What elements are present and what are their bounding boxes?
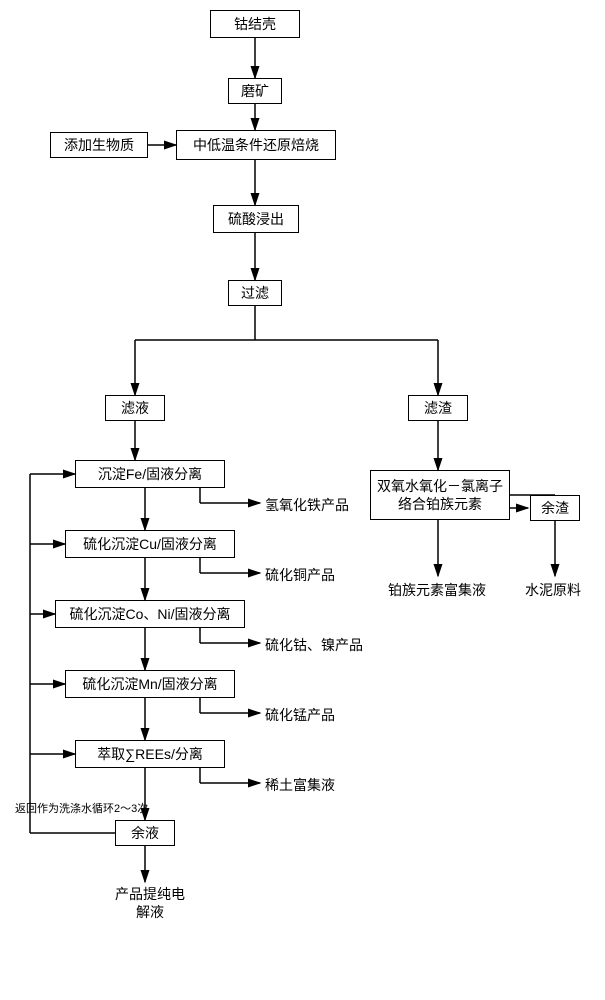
recycle-note: 返回作为洗涤水循环2～3次 <box>15 800 148 816</box>
node-precip-cu: 硫化沉淀Cu/固液分离 <box>65 530 235 558</box>
out-pt-enriched: 铂族元素富集液 <box>388 580 486 600</box>
node-h2o2-oxidation: 双氧水氧化－氯离子络合铂族元素 <box>370 470 510 520</box>
out-mn-sulfide: 硫化锰产品 <box>265 705 335 725</box>
label: 滤液 <box>121 399 149 417</box>
label: 滤渣 <box>424 399 452 417</box>
label: 硫酸浸出 <box>228 210 284 228</box>
label: 余渣 <box>541 499 569 517</box>
node-remaining-liquid: 余液 <box>115 820 175 846</box>
label: 硫化沉淀Co、Ni/固液分离 <box>69 605 230 623</box>
node-precip-co-ni: 硫化沉淀Co、Ni/固液分离 <box>55 600 245 628</box>
node-precip-fe: 沉淀Fe/固液分离 <box>75 460 225 488</box>
label: 硫化沉淀Mn/固液分离 <box>82 675 217 693</box>
node-filtrate: 滤液 <box>105 395 165 421</box>
out-co-ni-sulfide: 硫化钴、镍产品 <box>265 635 363 655</box>
label: 沉淀Fe/固液分离 <box>98 465 202 483</box>
node-sulfuric-leach: 硫酸浸出 <box>213 205 299 233</box>
label: 双氧水氧化－氯离子络合铂族元素 <box>375 477 505 513</box>
node-grinding: 磨矿 <box>228 78 282 104</box>
label: 磨矿 <box>241 82 269 100</box>
label: 萃取∑REEs/分离 <box>97 745 203 763</box>
label: 添加生物质 <box>64 136 134 154</box>
label: 钴结壳 <box>234 15 276 33</box>
node-add-biomass: 添加生物质 <box>50 132 148 158</box>
label: 余液 <box>131 824 159 842</box>
out-fe-hydroxide: 氢氧化铁产品 <box>265 495 349 515</box>
node-extract-ree: 萃取∑REEs/分离 <box>75 740 225 768</box>
out-cement-raw: 水泥原料 <box>525 580 581 600</box>
node-final-residue: 余渣 <box>530 495 580 521</box>
node-residue: 滤渣 <box>408 395 468 421</box>
label: 中低温条件还原焙烧 <box>193 136 319 154</box>
node-cobalt-crust: 钴结壳 <box>210 10 300 38</box>
label: 硫化沉淀Cu/固液分离 <box>83 535 217 553</box>
node-reduction-roasting: 中低温条件还原焙烧 <box>176 130 336 160</box>
node-filter: 过滤 <box>228 280 282 306</box>
out-ree-enriched: 稀土富集液 <box>265 775 335 795</box>
label: 过滤 <box>241 284 269 302</box>
out-cu-sulfide: 硫化铜产品 <box>265 565 335 585</box>
node-precip-mn: 硫化沉淀Mn/固液分离 <box>65 670 235 698</box>
final-product: 产品提纯电解液 <box>115 885 185 921</box>
